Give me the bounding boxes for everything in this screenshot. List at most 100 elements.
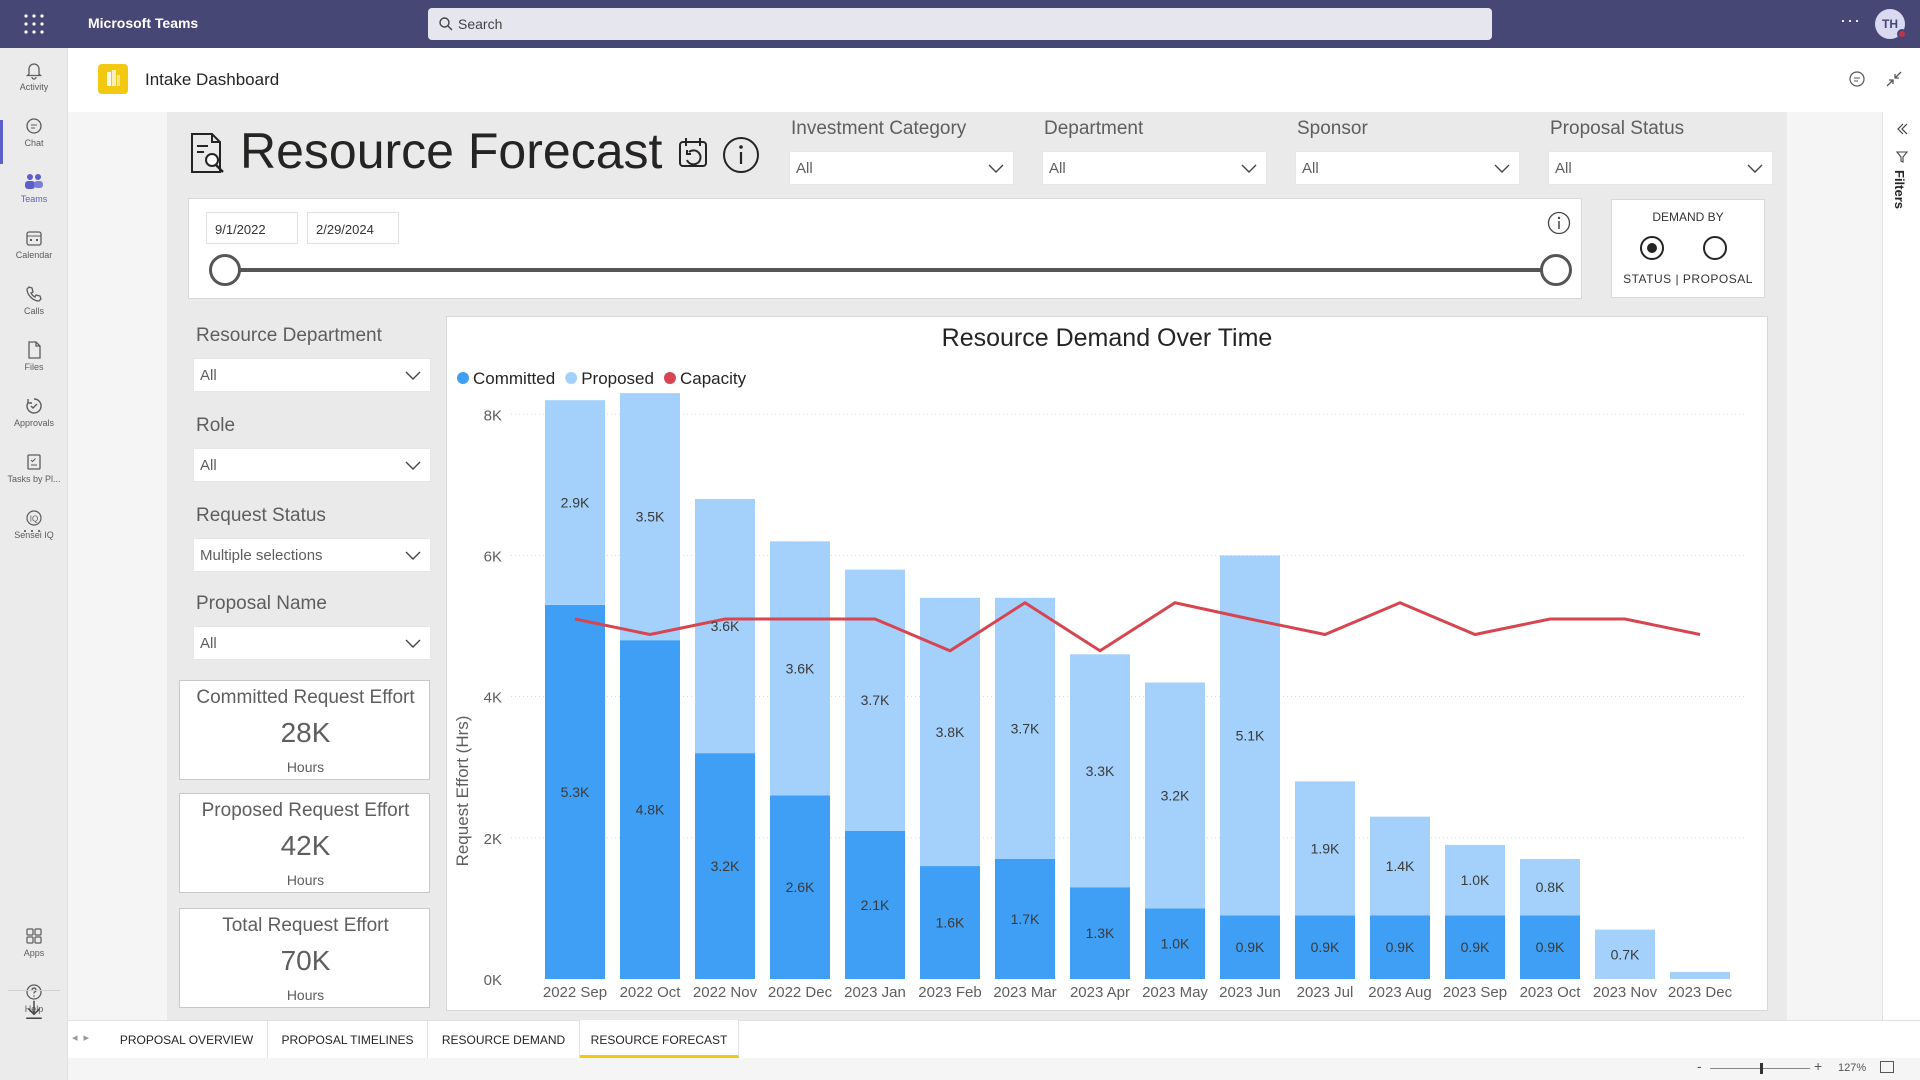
x-tick-label: 2023 Nov bbox=[1593, 984, 1658, 1001]
rail-item-files[interactable]: Files bbox=[0, 334, 68, 386]
filter-label-role: Role bbox=[196, 415, 236, 436]
rail-item-calls[interactable]: Calls bbox=[0, 278, 68, 330]
capacity-line[interactable] bbox=[574, 600, 1701, 653]
bar-committed[interactable] bbox=[545, 604, 605, 979]
more-options-icon[interactable]: ··· bbox=[1840, 10, 1861, 30]
kpi-card-proposed: Proposed Request Effort 42K Hours bbox=[179, 793, 430, 893]
bar-proposed[interactable] bbox=[1070, 654, 1130, 888]
x-tick-label: 2023 Jul bbox=[1297, 984, 1354, 1001]
data-label-committed: 0.9K bbox=[1236, 939, 1265, 955]
collapse-icon[interactable] bbox=[1885, 70, 1903, 88]
filters-pane[interactable] bbox=[1882, 112, 1920, 1020]
radio-status[interactable] bbox=[1640, 236, 1664, 260]
x-tick-label: 2023 Dec bbox=[1668, 984, 1733, 1001]
bar-proposed[interactable] bbox=[1670, 971, 1730, 979]
calendar-refresh-icon[interactable] bbox=[677, 136, 711, 174]
bar-committed[interactable] bbox=[1070, 887, 1130, 979]
rail-item-sensei-iq[interactable]: IQ Sensei IQ bbox=[0, 502, 68, 554]
bar-committed[interactable] bbox=[1520, 915, 1580, 979]
bar-committed[interactable] bbox=[920, 866, 980, 979]
date-slider-end-handle[interactable] bbox=[1540, 254, 1572, 286]
bar-committed[interactable] bbox=[1445, 915, 1505, 979]
bar-proposed[interactable] bbox=[620, 393, 680, 641]
start-date-input[interactable]: 9/1/2022 bbox=[206, 212, 298, 244]
end-date-input[interactable]: 2/29/2024 bbox=[307, 212, 399, 244]
rail-item-tasks[interactable]: Tasks by Pl... bbox=[0, 446, 68, 498]
zoom-slider-handle[interactable] bbox=[1760, 1063, 1763, 1074]
bar-committed[interactable] bbox=[1370, 915, 1430, 979]
bar-proposed[interactable] bbox=[995, 597, 1055, 859]
rail-item-activity[interactable]: Activity bbox=[0, 54, 68, 106]
bar-proposed[interactable] bbox=[1445, 844, 1505, 916]
tab-scroll-arrows[interactable]: ◂▸ bbox=[72, 1032, 96, 1044]
bar-proposed[interactable] bbox=[545, 400, 605, 605]
bar-proposed[interactable] bbox=[845, 569, 905, 831]
demand-by-toggle bbox=[1611, 199, 1765, 298]
tab-resource-forecast[interactable]: RESOURCE FORECAST bbox=[580, 1020, 739, 1058]
rail-item-apps[interactable]: Apps bbox=[0, 920, 68, 972]
bar-committed[interactable] bbox=[695, 753, 755, 979]
zoom-in-button[interactable]: + bbox=[1814, 1058, 1823, 1074]
data-label-committed: 1.0K bbox=[1161, 936, 1190, 952]
app-launcher-icon[interactable] bbox=[22, 12, 46, 36]
legend-entry[interactable]: Capacity bbox=[680, 369, 747, 388]
zoom-out-button[interactable]: - bbox=[1697, 1058, 1702, 1074]
bar-committed[interactable] bbox=[1145, 908, 1205, 979]
more-apps-icon[interactable]: ··· bbox=[22, 520, 43, 540]
chevron-down-icon bbox=[1241, 164, 1257, 173]
info-icon[interactable] bbox=[1547, 211, 1571, 235]
radio-proposal[interactable] bbox=[1703, 236, 1727, 260]
bar-proposed[interactable] bbox=[1370, 816, 1430, 916]
department-dropdown[interactable]: All bbox=[1042, 151, 1267, 185]
bar-committed[interactable] bbox=[1220, 915, 1280, 979]
info-icon[interactable] bbox=[722, 136, 760, 174]
x-tick-label: 2023 Oct bbox=[1520, 984, 1582, 1001]
bar-committed[interactable] bbox=[1295, 915, 1355, 979]
bar-proposed[interactable] bbox=[1520, 859, 1580, 916]
legend-entry[interactable]: Proposed bbox=[581, 369, 654, 388]
rail-item-calendar[interactable]: Calendar bbox=[0, 222, 68, 274]
kpi-unit: Hours bbox=[286, 759, 325, 775]
avatar[interactable]: TH bbox=[1875, 9, 1905, 39]
rail-item-teams[interactable]: Teams bbox=[0, 166, 68, 218]
chevron-down-icon bbox=[988, 164, 1004, 173]
conversation-icon[interactable] bbox=[1848, 70, 1866, 88]
date-slider-track[interactable] bbox=[225, 268, 1556, 272]
proposal-status-dropdown[interactable]: All bbox=[1548, 151, 1773, 185]
search-box[interactable] bbox=[428, 8, 1492, 40]
tasks-icon bbox=[27, 454, 41, 470]
download-icon[interactable] bbox=[8, 990, 60, 1026]
role-dropdown[interactable]: All bbox=[193, 448, 431, 482]
date-slider-start-handle[interactable] bbox=[209, 254, 241, 286]
bar-proposed[interactable] bbox=[1145, 682, 1205, 909]
kpi-card-committed: Committed Request Effort 28K Hours bbox=[179, 680, 430, 780]
proposal-name-dropdown[interactable]: All bbox=[193, 626, 431, 660]
bar-proposed[interactable] bbox=[695, 499, 755, 754]
tab-proposal-timelines[interactable]: PROPOSAL TIMELINES bbox=[268, 1020, 428, 1058]
demand-by-title: DEMAND BY bbox=[1652, 210, 1724, 224]
bar-proposed[interactable] bbox=[770, 541, 830, 796]
expand-pane-icon[interactable] bbox=[1895, 122, 1909, 136]
bar-committed[interactable] bbox=[845, 830, 905, 979]
help-icon bbox=[26, 984, 42, 1000]
search-input[interactable] bbox=[458, 8, 1458, 40]
resource-department-dropdown[interactable]: All bbox=[193, 358, 431, 392]
sponsor-dropdown[interactable]: All bbox=[1295, 151, 1520, 185]
rail-item-chat[interactable]: Chat bbox=[0, 110, 68, 162]
bar-committed[interactable] bbox=[620, 640, 680, 979]
tab-proposal-overview[interactable]: PROPOSAL OVERVIEW bbox=[106, 1020, 268, 1058]
bar-committed[interactable] bbox=[995, 859, 1055, 979]
investment-category-dropdown[interactable]: All bbox=[789, 151, 1014, 185]
chart-capacity-line bbox=[574, 600, 1701, 653]
request-status-dropdown[interactable]: Multiple selections bbox=[193, 538, 431, 572]
fit-to-page-icon[interactable] bbox=[1880, 1061, 1894, 1073]
legend-entry[interactable]: Committed bbox=[473, 369, 555, 388]
tab-resource-demand[interactable]: RESOURCE DEMAND bbox=[428, 1020, 580, 1058]
bar-proposed[interactable] bbox=[1595, 929, 1655, 979]
bar-committed[interactable] bbox=[770, 795, 830, 979]
kpi-title: Committed Request Effort bbox=[196, 687, 415, 708]
y-axis-label: Request Effort (Hrs) bbox=[453, 716, 472, 867]
data-label-committed: 1.7K bbox=[1011, 911, 1040, 927]
rail-item-approvals[interactable]: Approvals bbox=[0, 390, 68, 442]
bar-proposed[interactable] bbox=[1295, 781, 1355, 916]
